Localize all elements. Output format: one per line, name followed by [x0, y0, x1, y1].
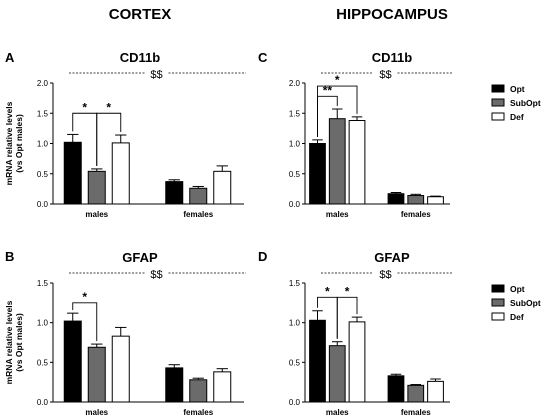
- panel-letter: D: [258, 249, 267, 264]
- bar-def-males: [111, 335, 130, 403]
- legend-label-def: Def: [510, 312, 524, 322]
- bar-def-females: [427, 196, 444, 205]
- bar-opt-males: [309, 143, 326, 205]
- panel-letter: C: [258, 50, 268, 65]
- legend-swatch-opt: [491, 84, 505, 93]
- bar-opt-males: [309, 319, 326, 403]
- bar-subopt-females: [407, 384, 425, 403]
- significance-label: *: [335, 73, 340, 87]
- y-tick-label: 0.0: [289, 398, 301, 407]
- legend-label-subopt: SubOpt: [510, 98, 541, 108]
- group-annotation: $$: [150, 269, 162, 281]
- y-axis-label: mRNA relative levels(vs Opt males): [4, 300, 24, 384]
- category-label-females: females: [183, 210, 213, 219]
- y-tick-label: 0.5: [37, 170, 49, 179]
- panel-b: B GFAP $$ 0.0 0.5 1.0 1.5 mRNA relative levels(…: [4, 249, 246, 417]
- panel-title: GFAP: [122, 250, 158, 265]
- legend-label-subopt: SubOpt: [510, 298, 541, 308]
- y-tick-label: 1.5: [289, 279, 301, 288]
- y-tick-label: 1.0: [37, 140, 49, 149]
- legend-swatch-subopt: [491, 98, 505, 107]
- panel-letter: B: [5, 249, 14, 264]
- significance-label: *: [345, 284, 350, 298]
- bar-opt-females: [387, 375, 405, 403]
- significance-label: **: [323, 83, 333, 97]
- group-annotation: $$: [379, 69, 391, 81]
- bar-subopt-females: [189, 379, 208, 403]
- legend-label-opt: Opt: [510, 84, 525, 94]
- y-tick-label: 1.0: [289, 140, 301, 149]
- y-tick-label: 1.5: [37, 109, 49, 118]
- y-tick-label: 2.0: [289, 79, 301, 88]
- bar-opt-females: [165, 367, 184, 403]
- significance-label: *: [82, 100, 87, 114]
- bar-def-females: [427, 380, 444, 403]
- bar-opt-females: [165, 181, 184, 205]
- panel-d: D GFAP $$ 0.0 0.5 1.0 1.5 males females * * Opt SubO…: [258, 249, 541, 417]
- y-tick-label: 0.0: [37, 200, 49, 209]
- column-title-hippocampus: HIPPOCAMPUS: [336, 6, 448, 23]
- significance-bracket: [72, 302, 98, 342]
- legend-swatch-def: [491, 112, 505, 121]
- y-tick-label: 1.5: [289, 109, 301, 118]
- y-tick-label: 0.5: [289, 170, 301, 179]
- y-axis-label-line: mRNA relative levels: [4, 300, 14, 384]
- legend-label-def: Def: [510, 112, 524, 122]
- bar-def-females: [213, 170, 232, 205]
- category-label-females: females: [183, 408, 213, 417]
- bar-subopt-males: [328, 118, 346, 205]
- panel-c: C CD11b $$ 0.0 0.5 1.0 1.5 2.0 males females *** Op…: [258, 50, 541, 219]
- bar-def-females: [213, 371, 232, 403]
- significance-bracket: [96, 112, 122, 166]
- legend-swatch-def: [491, 312, 505, 321]
- y-axis-label-line: (vs Opt males): [14, 114, 24, 173]
- bar-def-males: [348, 321, 366, 403]
- significance-bracket: [336, 296, 358, 339]
- significance-label: *: [325, 284, 330, 298]
- panel-letter: A: [5, 50, 15, 65]
- group-annotation: $$: [150, 69, 162, 81]
- legend-label-opt: Opt: [510, 284, 525, 294]
- bar-subopt-males: [87, 346, 106, 403]
- y-tick-label: 1.0: [37, 319, 49, 328]
- category-label-females: females: [401, 408, 431, 417]
- y-tick-label: 0.5: [289, 358, 301, 367]
- bar-def-males: [348, 120, 366, 205]
- category-label-females: females: [401, 210, 431, 219]
- panel-title: GFAP: [374, 250, 410, 265]
- y-axis-label: mRNA relative levels(vs Opt males): [4, 101, 24, 185]
- bar-subopt-females: [407, 195, 425, 205]
- bar-subopt-males: [87, 170, 106, 205]
- panel-title: CD11b: [120, 50, 161, 65]
- y-axis-label-line: (vs Opt males): [14, 313, 24, 372]
- bar-def-males: [111, 142, 130, 205]
- significance-label: *: [106, 100, 111, 114]
- panel-title: CD11b: [372, 50, 413, 65]
- category-label-males: males: [326, 408, 349, 417]
- significance-label: *: [82, 290, 87, 304]
- panel-a: A CD11b $$ 0.0 0.5 1.0 1.5 2.0 mRNA relative lev…: [4, 50, 246, 219]
- category-label-males: males: [85, 408, 108, 417]
- bar-opt-males: [63, 141, 82, 205]
- y-tick-label: 0.0: [37, 398, 49, 407]
- legend-swatch-subopt: [491, 298, 505, 307]
- legend-swatch-opt: [491, 284, 505, 293]
- y-tick-label: 1.5: [37, 279, 49, 288]
- y-axis-label-line: mRNA relative levels: [4, 101, 14, 185]
- bar-opt-females: [387, 193, 405, 205]
- column-title-cortex: CORTEX: [109, 6, 172, 23]
- bar-subopt-males: [328, 345, 346, 403]
- y-tick-label: 2.0: [37, 79, 49, 88]
- bar-opt-males: [63, 320, 82, 403]
- y-tick-label: 0.5: [37, 358, 49, 367]
- bar-subopt-females: [189, 187, 208, 205]
- y-tick-label: 0.0: [289, 200, 301, 209]
- significance-bracket: [317, 85, 358, 137]
- category-label-males: males: [85, 210, 108, 219]
- group-annotation: $$: [379, 269, 391, 281]
- y-tick-label: 1.0: [289, 319, 301, 328]
- category-label-males: males: [326, 210, 349, 219]
